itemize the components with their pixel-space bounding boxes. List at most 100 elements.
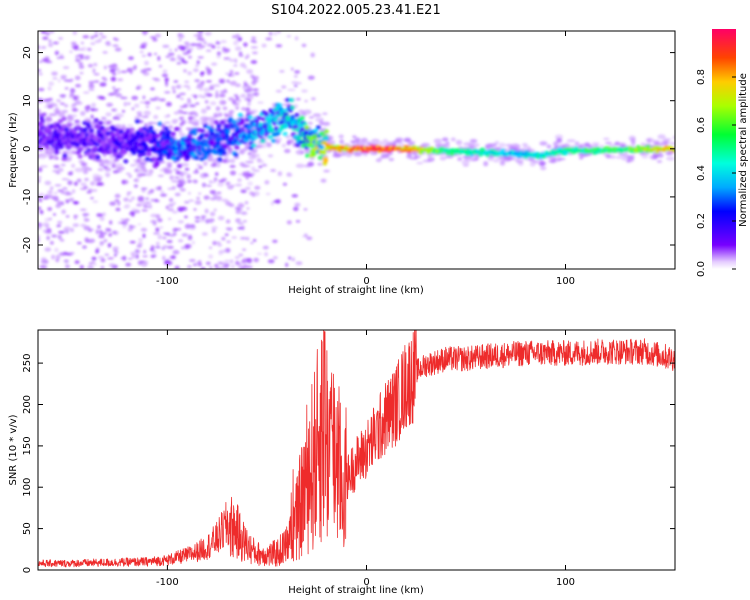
heatmap-cell xyxy=(301,89,308,93)
heatmap-cell xyxy=(299,115,305,121)
heatmap-cell xyxy=(312,113,322,117)
heatmap-cell xyxy=(153,254,157,258)
heatmap-cell xyxy=(247,181,254,186)
heatmap-cell xyxy=(54,247,59,253)
heatmap-cell xyxy=(207,116,216,122)
heatmap-cell xyxy=(40,46,47,49)
heatmap-cell xyxy=(79,187,87,191)
heatmap-cell xyxy=(149,248,154,252)
heatmap-cell xyxy=(168,217,172,220)
heatmap-cell xyxy=(164,91,171,94)
heatmap-cell xyxy=(216,241,221,245)
heatmap-cell xyxy=(91,189,98,192)
heatmap-cell xyxy=(101,232,108,235)
heatmap-cell xyxy=(176,94,181,99)
heatmap-cell xyxy=(669,142,675,145)
heatmap-cell xyxy=(175,84,182,90)
heatmap-cell xyxy=(240,211,248,215)
heatmap-cell xyxy=(91,102,96,108)
heatmap-cell xyxy=(38,108,41,114)
heatmap-cell xyxy=(102,120,111,126)
heatmap-cell xyxy=(234,145,240,150)
heatmap-cell xyxy=(319,131,325,136)
heatmap-cell xyxy=(213,83,221,88)
heatmap-cell xyxy=(322,156,329,161)
heatmap-cell xyxy=(294,202,301,207)
heatmap-cell xyxy=(195,64,200,67)
heatmap-cell xyxy=(114,38,119,42)
heatmap-cell xyxy=(142,233,146,239)
heatmap-cell xyxy=(159,168,168,172)
heatmap-cell xyxy=(74,75,81,81)
heatmap-cell xyxy=(223,57,231,60)
heatmap-cell xyxy=(293,206,299,212)
heatmap-cell xyxy=(151,156,157,162)
heatmap-cell xyxy=(591,142,600,145)
x-tick-label: 0 xyxy=(363,276,369,287)
snr-ylabel: SNR (10 * v/v) xyxy=(8,414,19,485)
heatmap-cell xyxy=(242,248,247,251)
heatmap-cell xyxy=(76,101,84,106)
y-tick-label: 250 xyxy=(22,354,33,373)
heatmap-cell xyxy=(201,96,206,98)
heatmap-cell xyxy=(44,180,52,186)
heatmap-cell xyxy=(154,161,160,166)
heatmap-cell xyxy=(131,107,135,111)
heatmap-cell xyxy=(242,264,248,269)
heatmap-cell xyxy=(264,180,270,185)
heatmap-cell xyxy=(203,161,208,167)
heatmap-cell xyxy=(197,31,204,34)
heatmap-cell xyxy=(125,262,132,267)
colorbar-tick-label: 0.6 xyxy=(696,117,707,133)
heatmap-cell xyxy=(191,179,198,184)
heatmap-cell xyxy=(230,81,237,86)
heatmap-cell xyxy=(571,151,576,155)
heatmap-cell xyxy=(218,79,224,84)
heatmap-cell xyxy=(296,81,302,85)
x-tick-label: 100 xyxy=(556,577,575,588)
heatmap-cell xyxy=(463,142,472,147)
heatmap-cell xyxy=(392,140,401,143)
heatmap-cell xyxy=(254,75,259,80)
heatmap-cell xyxy=(150,198,155,202)
heatmap-cell xyxy=(58,37,63,40)
heatmap-cell xyxy=(114,193,121,199)
heatmap-cell xyxy=(134,249,140,254)
heatmap-cell xyxy=(230,158,236,164)
heatmap-cell xyxy=(273,31,277,36)
heatmap-cell xyxy=(94,31,99,34)
heatmap-cell xyxy=(113,63,117,66)
heatmap-cell xyxy=(141,262,148,267)
heatmap-cell xyxy=(48,81,55,86)
heatmap-cell xyxy=(198,263,202,267)
heatmap-cell xyxy=(238,253,244,257)
heatmap-cell xyxy=(455,139,463,146)
heatmap-cell xyxy=(38,68,42,73)
heatmap-cell xyxy=(187,265,192,269)
heatmap-cell xyxy=(168,124,174,130)
heatmap-cell xyxy=(184,244,190,250)
heatmap-cell xyxy=(177,239,184,243)
heatmap-cell xyxy=(38,87,45,92)
heatmap-cell xyxy=(556,137,562,143)
heatmap-cell xyxy=(65,215,70,218)
heatmap-cell xyxy=(178,129,183,134)
heatmap-cell xyxy=(107,257,114,260)
heatmap-cell xyxy=(130,251,136,256)
heatmap-cell xyxy=(174,126,180,132)
heatmap-cell xyxy=(149,97,157,102)
heatmap-cell xyxy=(179,188,186,192)
heatmap-cell xyxy=(248,93,255,97)
heatmap-cell xyxy=(122,149,128,155)
heatmap-cell xyxy=(177,57,182,61)
heatmap-cell xyxy=(469,139,478,143)
heatmap-cell xyxy=(48,43,54,48)
heatmap-cell xyxy=(236,207,243,211)
heatmap-cell xyxy=(77,54,84,57)
heatmap-cell xyxy=(57,79,61,83)
heatmap-cell xyxy=(117,70,121,75)
heatmap-cell xyxy=(83,218,90,222)
heatmap-cell xyxy=(167,245,174,249)
heatmap-cell xyxy=(540,166,547,171)
heatmap-cell xyxy=(60,74,67,79)
